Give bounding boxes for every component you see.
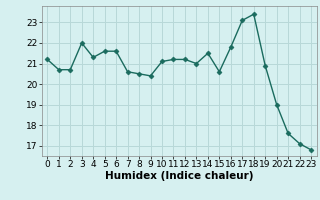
X-axis label: Humidex (Indice chaleur): Humidex (Indice chaleur): [105, 171, 253, 181]
